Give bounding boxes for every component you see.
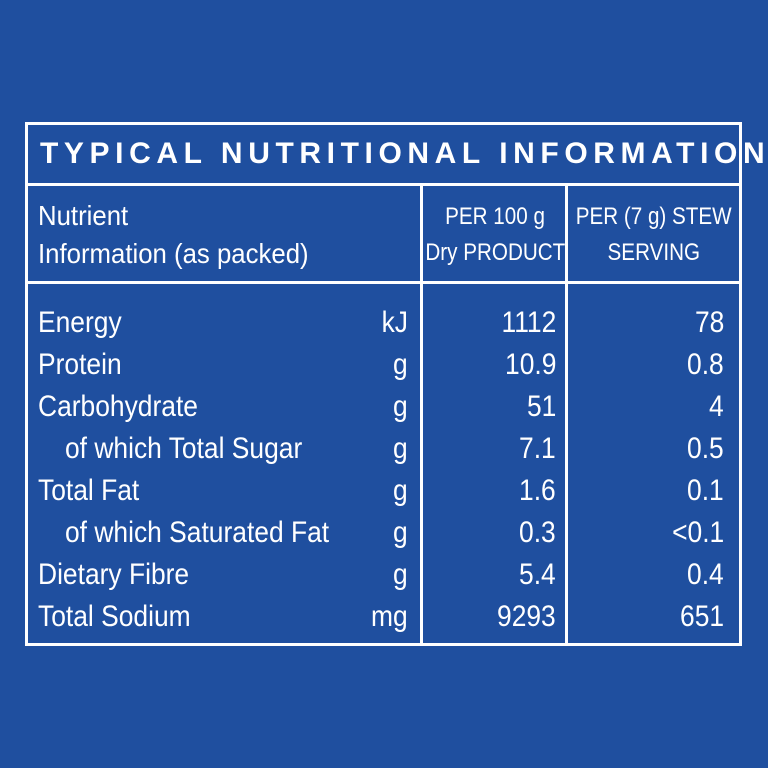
- nutrient-unit: g: [393, 390, 408, 423]
- nutrient-name: Total Sodium: [38, 600, 191, 633]
- value-per-100g: 0.3: [519, 516, 556, 549]
- table-row: Total Fat g 1.6 0.1: [28, 470, 739, 512]
- nutrient-unit: mg: [371, 600, 408, 633]
- column-divider-2: [565, 186, 568, 643]
- nutrient-name: Protein: [38, 348, 122, 381]
- panel-title: TYPICAL NUTRITIONAL INFORMATION: [28, 125, 765, 186]
- value-per-serving: 4: [709, 390, 724, 423]
- nutrient-unit: g: [393, 348, 408, 381]
- header-divider: [28, 281, 739, 284]
- nutrient-header-line2: Information (as packed): [38, 238, 309, 269]
- nutrient-header-line1: Nutrient: [38, 200, 129, 231]
- nutrient-column-header: Nutrient Information (as packed): [38, 189, 388, 281]
- table-row: Carbohydrate g 51 4: [28, 386, 739, 428]
- nutrient-name: Carbohydrate: [38, 390, 198, 423]
- nutrient-name: Energy: [38, 306, 122, 339]
- table-row: Protein g 10.9 0.8: [28, 344, 739, 386]
- per100-header-line1: PER 100 g: [445, 203, 545, 230]
- table-row: Dietary Fibre g 5.4 0.4: [28, 554, 739, 596]
- nutrient-unit: g: [393, 432, 408, 465]
- value-per-serving: 0.8: [687, 348, 724, 381]
- value-per-100g: 7.1: [519, 432, 556, 465]
- nutrient-name: Dietary Fibre: [38, 558, 190, 591]
- table-row: Total Sodium mg 9293 651: [28, 596, 739, 638]
- value-per-100g: 1.6: [519, 474, 556, 507]
- nutrition-panel: TYPICAL NUTRITIONAL INFORMATION Nutrient…: [25, 122, 765, 646]
- nutrient-name: of which Saturated Fat: [65, 516, 330, 549]
- nutrient-unit: kJ: [381, 306, 408, 339]
- value-per-serving: 0.4: [687, 558, 724, 591]
- table-row: Energy kJ 1112 78: [28, 302, 739, 344]
- nutrient-unit: g: [393, 558, 408, 591]
- value-per-100g: 5.4: [519, 558, 556, 591]
- per100-header-line2: Dry PRODUCT: [425, 239, 565, 266]
- value-per-serving: 0.5: [687, 432, 724, 465]
- per100-column-header: PER 100 g Dry PRODUCT: [425, 189, 565, 281]
- value-per-100g: 9293: [497, 600, 556, 633]
- nutrient-unit: g: [393, 516, 408, 549]
- table-row: of which Total Sugar g 7.1 0.5: [28, 428, 739, 470]
- nutrient-name: Total Fat: [38, 474, 140, 507]
- column-divider-1: [420, 186, 423, 643]
- value-per-serving: 0.1: [687, 474, 724, 507]
- value-per-100g: 10.9: [504, 348, 556, 381]
- value-per-serving: 78: [694, 306, 724, 339]
- nutrient-rows: Energy kJ 1112 78 Protein g 10.9 0.8 Car…: [28, 302, 739, 638]
- table-row: of which Saturated Fat g 0.3 <0.1: [28, 512, 739, 554]
- value-per-serving: <0.1: [671, 516, 724, 549]
- value-per-100g: 51: [526, 390, 556, 423]
- perserving-header-line2: SERVING: [607, 239, 700, 266]
- perserving-column-header: PER (7 g) STEW SERVING: [568, 189, 739, 281]
- nutrient-unit: g: [393, 474, 408, 507]
- nutrient-name: of which Total Sugar: [65, 432, 303, 465]
- perserving-header-line1: PER (7 g) STEW: [575, 203, 732, 230]
- value-per-100g: 1112: [501, 306, 556, 339]
- value-per-serving: 651: [679, 600, 724, 633]
